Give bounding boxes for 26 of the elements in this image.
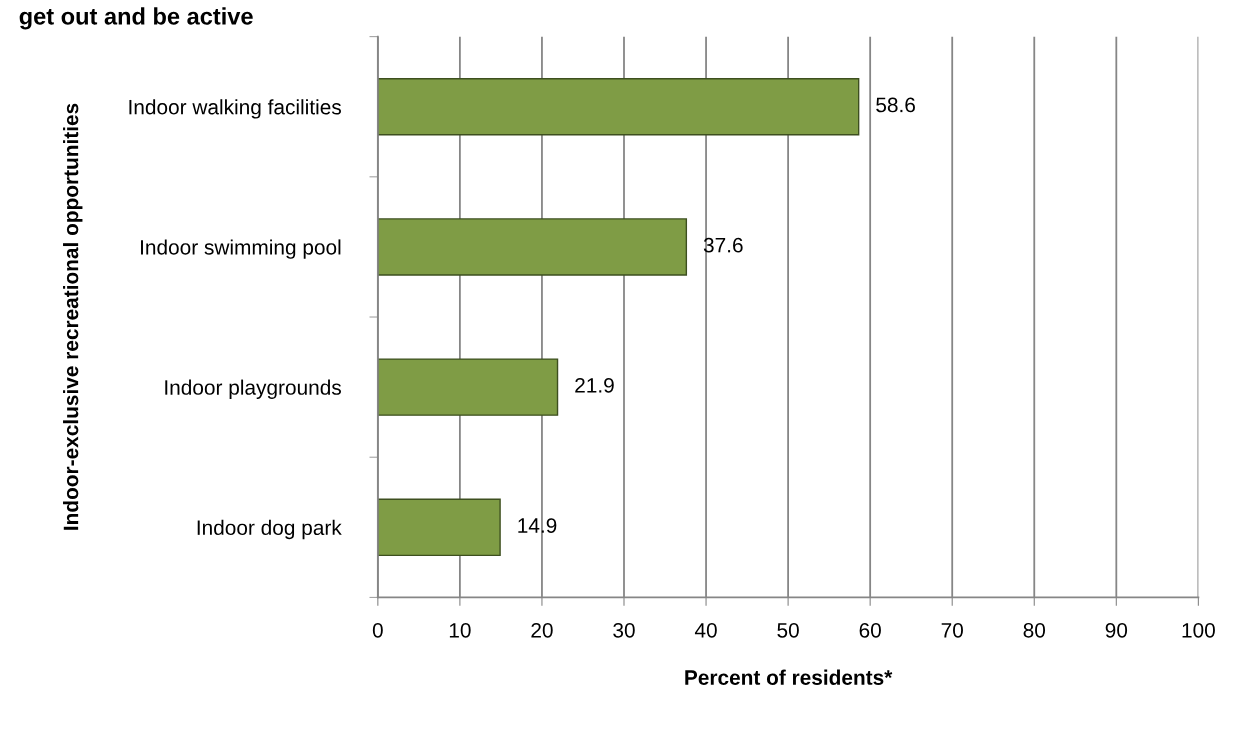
bar <box>377 498 501 557</box>
data-label: 58.6 <box>876 97 915 113</box>
data-label: 14.9 <box>518 518 557 533</box>
bar <box>377 78 860 136</box>
y-tick-label: Indoor swimming pool <box>141 239 341 259</box>
x-tick-label: 100 <box>1182 622 1215 638</box>
x-tick-label: 20 <box>531 622 553 638</box>
x-axis-title: Percent of residents* <box>685 669 893 685</box>
x-tick-label: 0 <box>372 622 383 638</box>
bar <box>377 358 559 416</box>
y-tick-label: Indoor dog park <box>197 519 342 540</box>
x-tick-label: 50 <box>777 622 799 638</box>
text: get out and be active <box>19 7 253 30</box>
x-tick-label: 60 <box>859 622 881 638</box>
x-tick-label: 30 <box>613 622 635 638</box>
x-tick-label: 90 <box>1105 622 1128 638</box>
y-tick-label: Indoor playgrounds <box>165 379 341 399</box>
x-tick-label: 70 <box>941 622 963 638</box>
y-axis-title: Indoor-exclusive recreational opportunities <box>63 103 83 530</box>
x-tick-label: 40 <box>694 622 717 638</box>
data-label: 21.9 <box>575 377 614 393</box>
y-tick-label: Indoor walking facilities <box>129 99 341 119</box>
x-tick-label: 10 <box>449 622 471 638</box>
x-tick-label: 80 <box>1023 622 1046 638</box>
bar <box>377 218 688 276</box>
data-label: 37.6 <box>703 237 743 253</box>
